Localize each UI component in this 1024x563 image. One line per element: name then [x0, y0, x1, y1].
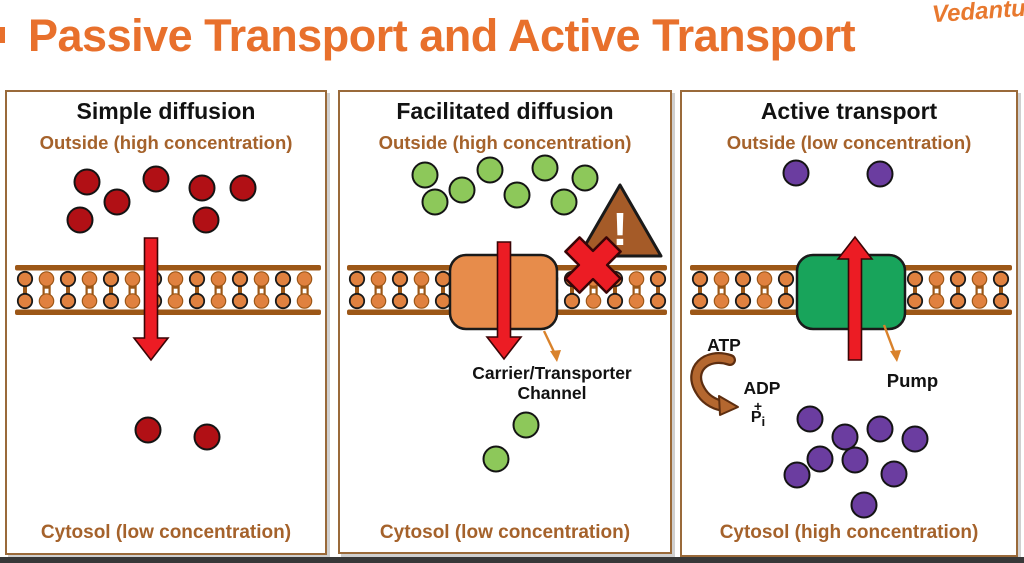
panel-title: Active transport	[760, 98, 938, 124]
molecule	[880, 460, 908, 488]
cytosol-molecules	[482, 411, 540, 473]
panel-active-transport: Active transport Outside (low concentrat…	[680, 90, 1018, 557]
outside-molecules	[66, 165, 257, 234]
pi-label: Pi	[728, 409, 788, 429]
molecule	[901, 425, 929, 453]
molecule	[806, 445, 834, 473]
pi-base: P	[750, 409, 762, 426]
panel-simple-diffusion: Simple diffusion Outside (high concentra…	[5, 90, 327, 555]
active-transport-graphic	[690, 159, 1012, 519]
cytosol-molecules	[783, 405, 929, 519]
atp-cycle-arrow-icon	[690, 352, 739, 416]
diffusion-down-arrow-icon	[485, 241, 523, 361]
carrier-pointer-arrowhead	[550, 350, 561, 362]
carrier-pointer-arrow	[542, 330, 557, 355]
molecule	[421, 188, 449, 216]
molecule	[831, 423, 859, 451]
molecule	[73, 168, 101, 196]
warning-triangle-icon	[577, 183, 663, 258]
molecule	[142, 165, 170, 193]
cytosol-label: Cytosol (low concentration)	[379, 522, 631, 543]
transport-up-arrow-icon	[836, 235, 874, 361]
molecule	[192, 206, 220, 234]
cytosol-label: Cytosol (low concentration)	[40, 522, 292, 543]
molecule	[550, 188, 578, 216]
molecule	[866, 160, 894, 188]
plus-sign: +	[753, 398, 763, 414]
membrane	[15, 265, 321, 315]
outside-molecules	[411, 154, 599, 216]
molecule	[782, 159, 810, 187]
molecule	[841, 446, 869, 474]
molecule	[503, 181, 531, 209]
molecule	[103, 188, 131, 216]
outside-label: Outside (high concentration)	[378, 132, 632, 153]
outside-label: Outside (low concentration)	[726, 132, 972, 153]
molecule	[448, 176, 476, 204]
cytosol-label: Cytosol (high concentration)	[719, 522, 979, 543]
molecule	[476, 156, 504, 184]
carrier-annotation: Carrier/Transporter Channel	[443, 363, 661, 403]
molecule	[66, 206, 94, 234]
outside-molecules	[782, 159, 894, 188]
bottom-bar	[0, 557, 1024, 563]
page-title: Passive Transport and Active Transport	[28, 10, 856, 61]
cytosol-molecules	[134, 416, 221, 451]
panel-facilitated-diffusion: ! Facilitated diffusion Outside (high co…	[338, 90, 672, 554]
molecule	[188, 174, 216, 202]
molecule	[531, 154, 559, 182]
molecule	[866, 415, 894, 443]
facilitated-diffusion-graphic: !	[347, 154, 667, 473]
molecule	[512, 411, 540, 439]
atp-label: ATP	[707, 335, 741, 355]
molecule	[229, 174, 257, 202]
vedantu-logo: Vedantu	[931, 0, 1024, 29]
pump-pointer-arrowhead	[890, 350, 901, 362]
molecule	[193, 423, 221, 451]
molecule	[850, 491, 878, 519]
molecule	[411, 161, 439, 189]
simple-diffusion-graphic	[15, 165, 321, 451]
outside-label: Outside (high concentration)	[39, 132, 293, 153]
molecule	[796, 405, 824, 433]
warning-exclamation: !	[612, 203, 627, 255]
diffusion-down-arrow-icon	[132, 237, 170, 362]
carrier-annotation-line2: Channel	[517, 383, 587, 404]
carrier-annotation-line1: Carrier/Transporter	[472, 363, 632, 383]
adp-label: ADP	[743, 378, 781, 398]
pump-pointer-arrow	[882, 324, 897, 355]
blocked-x-icon	[564, 236, 622, 294]
pi-subscript: i	[761, 414, 766, 430]
pump-label: Pump	[886, 370, 939, 391]
molecule	[482, 445, 510, 473]
left-edge-fragment	[0, 27, 5, 43]
panel-title: Facilitated diffusion	[396, 98, 614, 124]
molecule	[571, 164, 599, 192]
panel-title: Simple diffusion	[76, 98, 256, 124]
molecule	[134, 416, 162, 444]
molecule	[783, 461, 811, 489]
